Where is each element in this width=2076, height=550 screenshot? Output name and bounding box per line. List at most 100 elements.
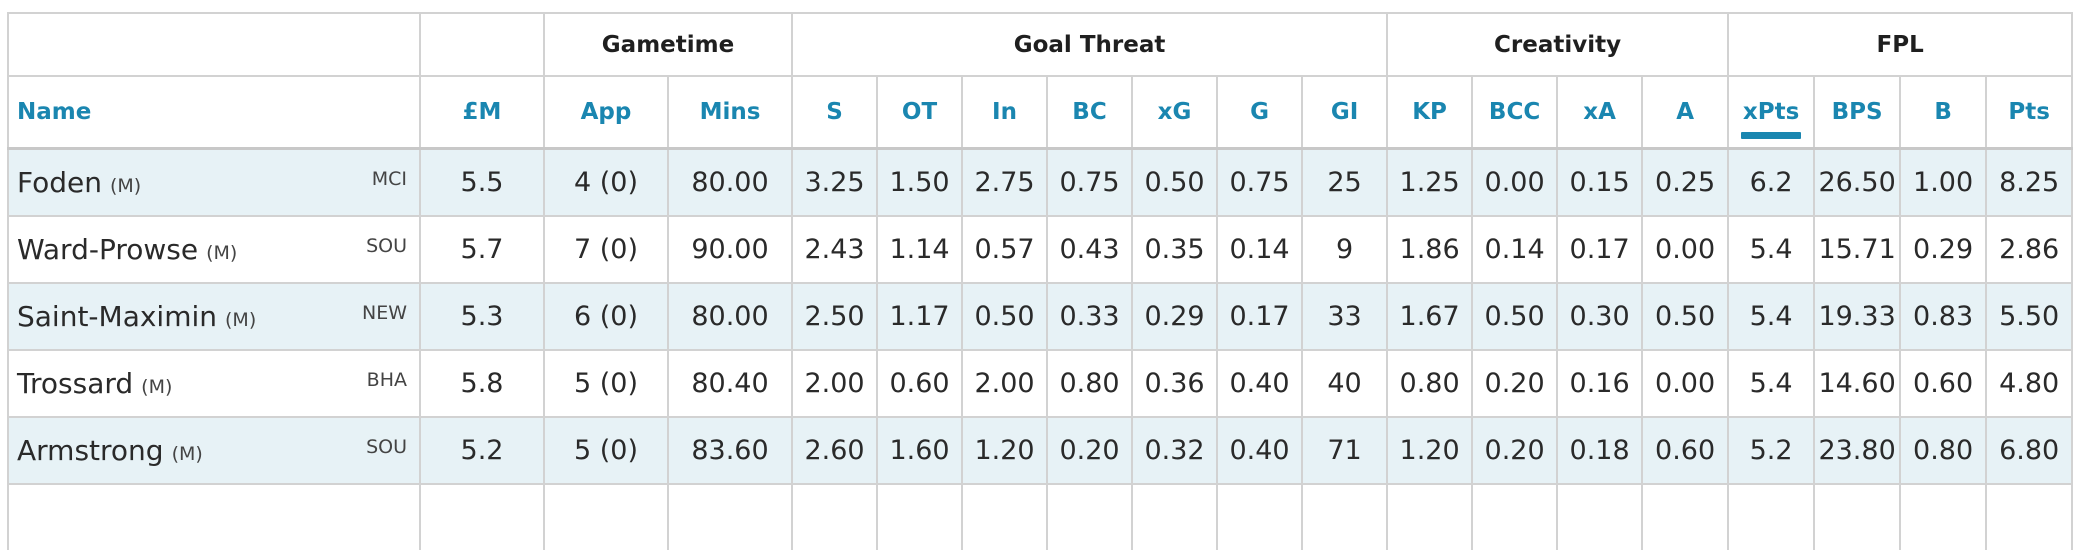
- stat-cell-gi: 25: [1302, 149, 1387, 217]
- stat-cell-app: 4 (0): [544, 149, 668, 217]
- stat-cell-g: 0.17: [1217, 283, 1302, 350]
- partial-cell: [1472, 484, 1557, 550]
- group-header-fpl: FPL: [1728, 13, 2072, 76]
- stat-cell-xa: 0.15: [1557, 149, 1642, 217]
- column-header-bcc[interactable]: BCC: [1472, 76, 1557, 149]
- stat-cell-app: 5 (0): [544, 417, 668, 484]
- player-position: (M): [225, 309, 256, 331]
- team-code: NEW: [362, 302, 407, 324]
- partial-cell: [1387, 484, 1472, 550]
- player-name[interactable]: Foden: [17, 166, 102, 199]
- stat-cell-kp: 1.25: [1387, 149, 1472, 217]
- stat-cell-a: 0.00: [1642, 350, 1728, 417]
- stat-cell-xg: 0.35: [1132, 216, 1217, 283]
- column-header-ot[interactable]: OT: [877, 76, 962, 149]
- column-header-bc[interactable]: BC: [1047, 76, 1132, 149]
- player-name[interactable]: Armstrong: [17, 434, 164, 467]
- stat-cell-s: 2.00: [792, 350, 877, 417]
- player-name-cell[interactable]: Saint-Maximin (M) NEW: [8, 283, 420, 350]
- stat-cell-bc: 0.75: [1047, 149, 1132, 217]
- column-header-in[interactable]: In: [962, 76, 1047, 149]
- column-header-s[interactable]: S: [792, 76, 877, 149]
- stat-cell-mins: 80.00: [668, 283, 792, 350]
- stat-cell-bcc: 0.14: [1472, 216, 1557, 283]
- group-header-gametime: Gametime: [544, 13, 792, 76]
- partial-cell: [8, 484, 420, 550]
- stat-cell-pts: 8.25: [1986, 149, 2072, 217]
- column-header-app[interactable]: App: [544, 76, 668, 149]
- column-header-name[interactable]: Name: [8, 76, 420, 149]
- stat-cell-s: 2.60: [792, 417, 877, 484]
- stat-cell-g: 0.14: [1217, 216, 1302, 283]
- partial-cell: [1302, 484, 1387, 550]
- stat-cell-bcc: 0.00: [1472, 149, 1557, 217]
- column-header-kp[interactable]: KP: [1387, 76, 1472, 149]
- stat-cell-bps: 15.71: [1814, 216, 1900, 283]
- column-header-xa[interactable]: xA: [1557, 76, 1642, 149]
- partial-cell: [1814, 484, 1900, 550]
- player-name-cell[interactable]: Ward-Prowse(M)SOU: [8, 216, 420, 283]
- player-name-cell[interactable]: Trossard(M)BHA: [8, 350, 420, 417]
- stat-cell-gi: 9: [1302, 216, 1387, 283]
- stat-cell-gi: 71: [1302, 417, 1387, 484]
- stat-cell-xa: 0.30: [1557, 283, 1642, 350]
- stat-cell-kp: 1.20: [1387, 417, 1472, 484]
- column-header-g[interactable]: G: [1217, 76, 1302, 149]
- player-name[interactable]: Trossard: [17, 367, 133, 400]
- column-header-pts[interactable]: Pts: [1986, 76, 2072, 149]
- sort-indicator: [1741, 132, 1801, 139]
- stat-cell-xg: 0.29: [1132, 283, 1217, 350]
- stat-cell-in: 2.75: [962, 149, 1047, 217]
- stat-cell-in: 1.20: [962, 417, 1047, 484]
- column-header-mins[interactable]: Mins: [668, 76, 792, 149]
- stat-cell-ot: 1.50: [877, 149, 962, 217]
- partial-cell: [1132, 484, 1217, 550]
- column-header-gi[interactable]: GI: [1302, 76, 1387, 149]
- player-name[interactable]: Saint-Maximin: [17, 300, 217, 333]
- stat-cell-xpts: 5.4: [1728, 216, 1814, 283]
- stat-cell-b: 0.83: [1900, 283, 1986, 350]
- table-row-partial: [8, 484, 2072, 550]
- column-header-xpts-label: xPts: [1743, 99, 1799, 125]
- column-header-bps[interactable]: BPS: [1814, 76, 1900, 149]
- partial-cell: [1217, 484, 1302, 550]
- partial-cell: [1557, 484, 1642, 550]
- stat-cell-b: 0.80: [1900, 417, 1986, 484]
- column-header-xg[interactable]: xG: [1132, 76, 1217, 149]
- stat-cell-xpts: 5.4: [1728, 283, 1814, 350]
- stat-cell-kp: 1.86: [1387, 216, 1472, 283]
- group-header-goal-threat: Goal Threat: [792, 13, 1387, 76]
- player-name-cell[interactable]: Foden(M)MCI: [8, 149, 420, 217]
- partial-cell: [792, 484, 877, 550]
- stat-cell-a: 0.25: [1642, 149, 1728, 217]
- stat-cell-xa: 0.17: [1557, 216, 1642, 283]
- column-header-price[interactable]: £M: [420, 76, 544, 149]
- team-code: SOU: [366, 235, 407, 257]
- stat-cell-b: 0.60: [1900, 350, 1986, 417]
- column-header-xpts[interactable]: xPts: [1728, 76, 1814, 149]
- column-header-b[interactable]: B: [1900, 76, 1986, 149]
- player-name-cell[interactable]: Armstrong(M)SOU: [8, 417, 420, 484]
- column-header-a[interactable]: A: [1642, 76, 1728, 149]
- group-header-price: [420, 13, 544, 76]
- stat-cell-bps: 19.33: [1814, 283, 1900, 350]
- stat-cell-bcc: 0.20: [1472, 350, 1557, 417]
- stat-cell-pts: 5.50: [1986, 283, 2072, 350]
- stat-cell-xpts: 5.2: [1728, 417, 1814, 484]
- stat-cell-xg: 0.50: [1132, 149, 1217, 217]
- stat-cell-xa: 0.16: [1557, 350, 1642, 417]
- stat-cell-mins: 80.00: [668, 149, 792, 217]
- stat-cell-pts: 4.80: [1986, 350, 2072, 417]
- team-code: SOU: [366, 436, 407, 458]
- player-name[interactable]: Ward-Prowse: [17, 233, 198, 266]
- stat-cell-xa: 0.18: [1557, 417, 1642, 484]
- stat-cell-xg: 0.32: [1132, 417, 1217, 484]
- group-header-row: Gametime Goal Threat Creativity FPL: [8, 13, 2072, 76]
- partial-cell: [420, 484, 544, 550]
